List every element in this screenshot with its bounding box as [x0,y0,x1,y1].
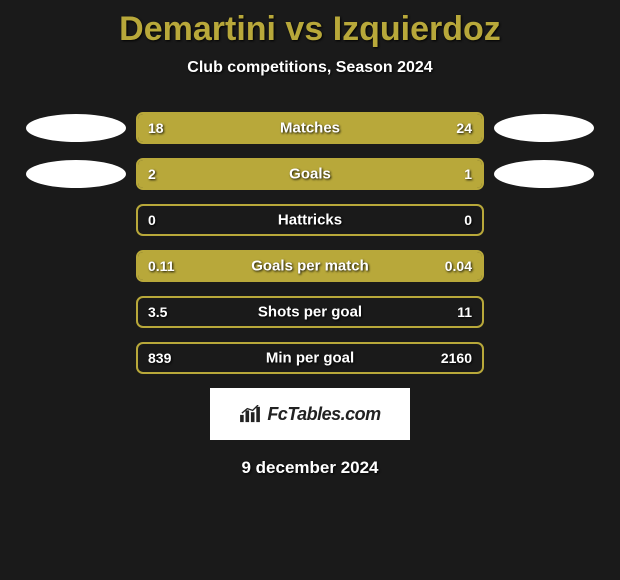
stat-bar: 3.5 11 Shots per goal [136,296,484,328]
stat-label: Goals per match [251,258,369,275]
stat-value-right: 24 [456,120,472,136]
player-avatar-right [494,114,594,142]
branding-text: FcTables.com [267,404,380,425]
stat-bar: 2 1 Goals [136,158,484,190]
comparison-rows: 18 24 Matches 2 1 Goals 0 0 Hattricks 0.11 0.04 Goa… [0,112,620,374]
stat-label: Matches [280,120,340,137]
page-title: Demartini vs Izquierdoz [0,10,620,49]
stat-value-right: 2160 [441,350,472,366]
stat-value-right: 11 [457,304,472,320]
player-avatar-left [26,114,126,142]
stat-value-left: 839 [148,350,171,366]
player-avatar-left [26,160,126,188]
stat-bar: 18 24 Matches [136,112,484,144]
branding-badge: FcTables.com [210,388,410,440]
comparison-row: 839 2160 Min per goal [0,342,620,374]
stat-bar: 0.11 0.04 Goals per match [136,250,484,282]
stat-bar-left-fill [138,160,368,188]
stat-value-right: 1 [464,166,472,182]
stat-value-left: 0.11 [148,258,174,274]
comparison-row: 0.11 0.04 Goals per match [0,250,620,282]
stat-label: Goals [289,166,331,183]
comparison-row: 18 24 Matches [0,112,620,144]
stat-value-left: 3.5 [148,304,167,320]
stat-bar: 839 2160 Min per goal [136,342,484,374]
stat-value-right: 0 [464,212,472,228]
comparison-row: 3.5 11 Shots per goal [0,296,620,328]
comparison-row: 0 0 Hattricks [0,204,620,236]
chart-icon [239,405,261,423]
stat-value-right: 0.04 [445,258,472,274]
player-avatar-right [494,160,594,188]
stat-value-left: 18 [148,120,164,136]
subtitle: Club competitions, Season 2024 [0,59,620,77]
stat-value-left: 2 [148,166,156,182]
date-label: 9 december 2024 [0,458,620,478]
stat-label: Shots per goal [258,304,362,321]
stat-bar: 0 0 Hattricks [136,204,484,236]
comparison-card: Demartini vs Izquierdoz Club competition… [0,0,620,478]
comparison-row: 2 1 Goals [0,158,620,190]
stat-label: Hattricks [278,212,342,229]
stat-value-left: 0 [148,212,156,228]
stat-label: Min per goal [266,350,354,367]
